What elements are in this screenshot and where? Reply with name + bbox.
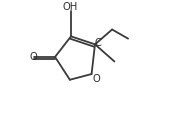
Text: OH: OH	[62, 2, 77, 12]
Text: O: O	[92, 74, 100, 84]
Text: O: O	[29, 52, 37, 62]
Text: C: C	[94, 38, 101, 48]
